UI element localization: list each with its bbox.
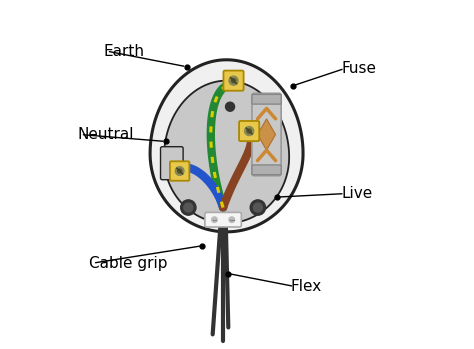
Circle shape (250, 200, 265, 215)
Circle shape (178, 169, 182, 173)
Text: Live: Live (341, 186, 373, 201)
FancyBboxPatch shape (223, 70, 244, 91)
Text: Fuse: Fuse (341, 61, 376, 76)
Circle shape (231, 79, 236, 83)
FancyBboxPatch shape (161, 147, 183, 180)
Circle shape (229, 76, 238, 85)
FancyBboxPatch shape (170, 161, 190, 181)
Text: Flex: Flex (291, 279, 322, 294)
FancyBboxPatch shape (205, 213, 241, 227)
Circle shape (184, 203, 193, 212)
Text: Earth: Earth (103, 44, 144, 59)
Circle shape (175, 167, 184, 175)
Circle shape (245, 127, 254, 135)
Polygon shape (150, 60, 303, 232)
FancyBboxPatch shape (252, 93, 281, 176)
Circle shape (229, 217, 235, 222)
Circle shape (181, 200, 196, 215)
Circle shape (247, 129, 251, 133)
Circle shape (211, 217, 217, 222)
Text: Cable grip: Cable grip (89, 255, 168, 270)
FancyBboxPatch shape (252, 165, 281, 174)
Circle shape (226, 102, 235, 111)
Polygon shape (164, 81, 289, 223)
Polygon shape (257, 119, 275, 150)
Text: Neutral: Neutral (77, 127, 134, 142)
FancyBboxPatch shape (252, 94, 281, 104)
Circle shape (253, 203, 263, 212)
FancyBboxPatch shape (239, 121, 259, 141)
